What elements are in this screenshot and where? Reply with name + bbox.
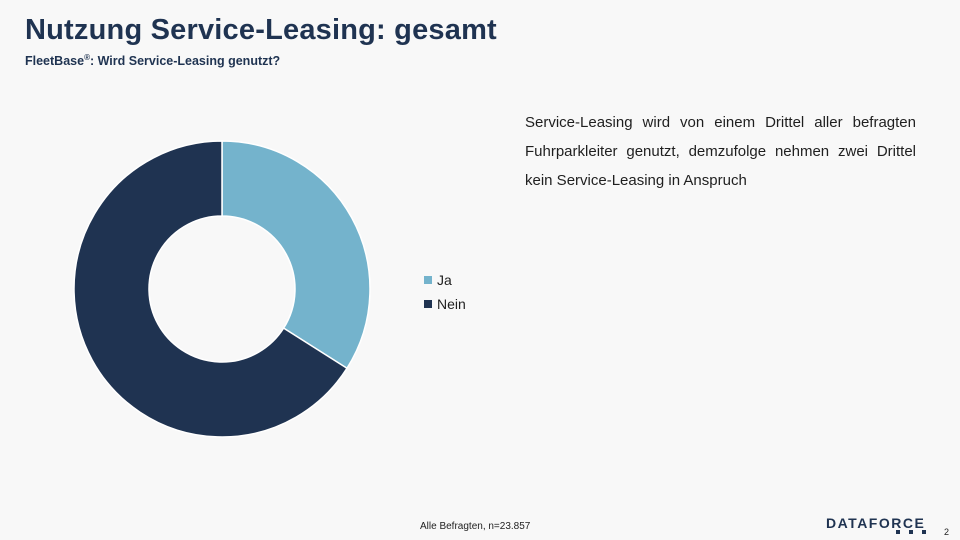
subtitle-brand: FleetBase	[25, 54, 85, 69]
donut-slice-nein	[73, 140, 348, 438]
page-title: Nutzung Service-Leasing: gesamt	[25, 14, 497, 46]
page-number: 2	[944, 527, 950, 537]
dataforce-logo: DATAFORCE	[826, 515, 926, 531]
subtitle-question: : Wird Service-Leasing genutzt?	[89, 54, 281, 69]
legend-item-nein: Nein	[424, 292, 466, 316]
sample-footnote: Alle Befragten, n=23.857	[420, 521, 531, 532]
page-subtitle: FleetBase®: Wird Service-Leasing genutzt…	[25, 53, 280, 68]
legend-item-ja: Ja	[424, 268, 466, 292]
registered-mark: ®	[84, 53, 90, 62]
summary-text: Service-Leasing wird von einem Drittel a…	[525, 114, 916, 189]
legend-label-nein: Nein	[437, 296, 466, 312]
chart-legend: Ja Nein	[424, 268, 466, 316]
legend-label-ja: Ja	[437, 272, 452, 288]
donut-slice-ja	[221, 140, 371, 370]
logo-dots	[896, 530, 926, 534]
legend-swatch-nein	[424, 300, 432, 308]
legend-swatch-ja	[424, 276, 432, 284]
